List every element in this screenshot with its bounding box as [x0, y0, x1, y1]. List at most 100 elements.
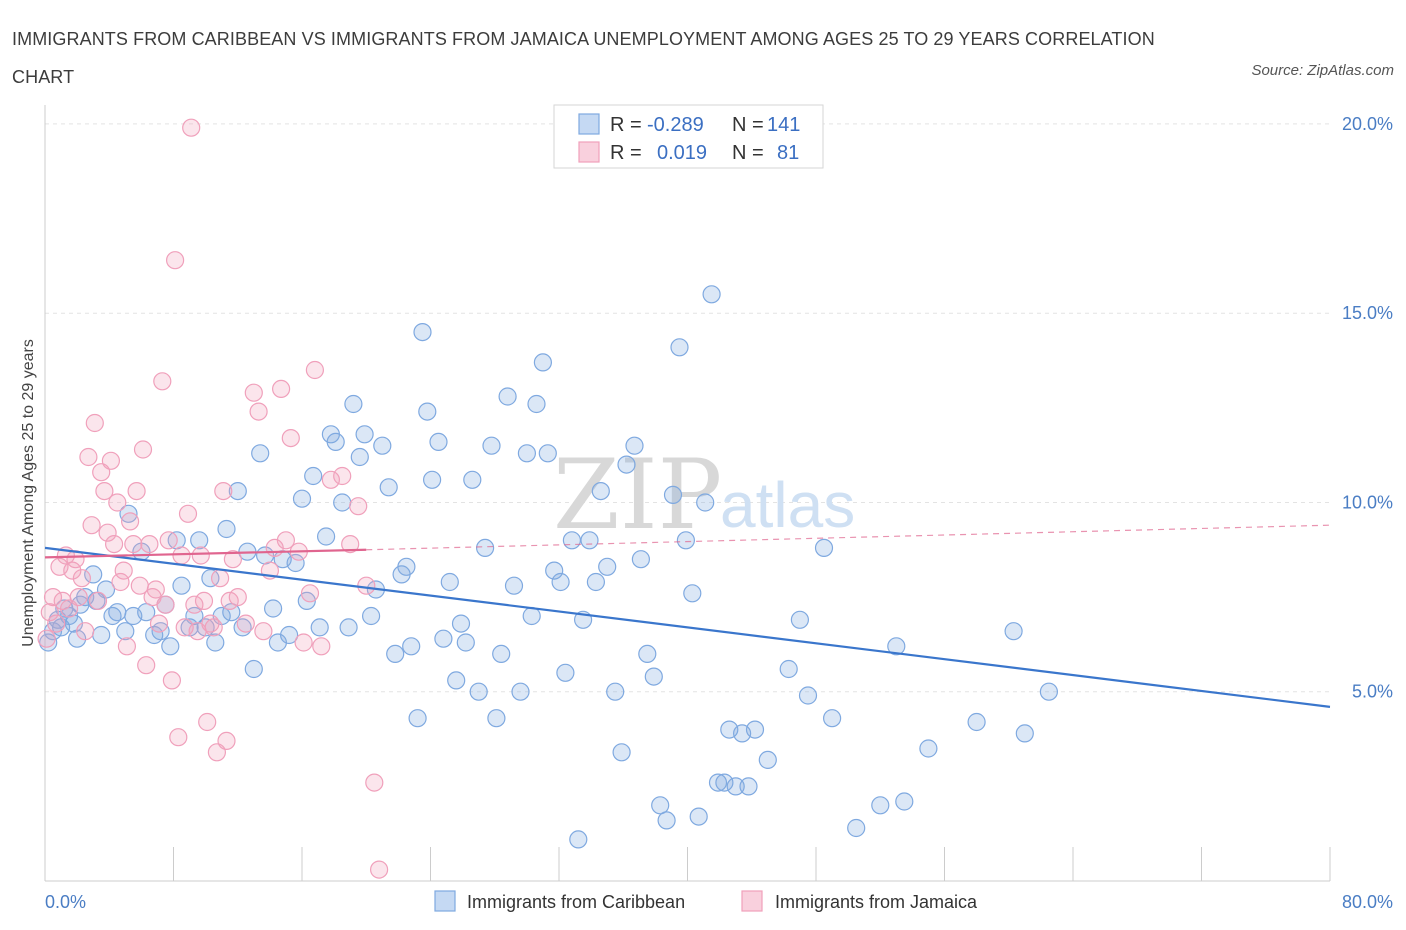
point-caribbean-105	[631, 550, 651, 569]
point-caribbean-22	[151, 622, 170, 641]
point-caribbean-135	[967, 712, 986, 732]
point-jamaica-56	[217, 731, 236, 751]
point-caribbean-69	[418, 402, 437, 421]
y-tick-label-3: 20.0%	[1342, 114, 1393, 134]
point-jamaica-70	[294, 633, 313, 652]
point-jamaica-1	[40, 603, 59, 622]
point-jamaica-16	[88, 591, 108, 611]
point-caribbean-24	[161, 637, 180, 656]
point-caribbean-50	[310, 618, 329, 637]
point-caribbean-75	[451, 614, 471, 633]
legend-swatch-jamaica	[741, 890, 763, 912]
point-caribbean-72	[434, 629, 453, 648]
point-caribbean-31	[201, 569, 220, 588]
point-caribbean-32	[206, 633, 225, 652]
point-caribbean-109	[657, 811, 676, 830]
point-caribbean-122	[739, 777, 758, 796]
point-caribbean-59	[362, 606, 381, 626]
point-caribbean-137	[1015, 724, 1034, 743]
point-caribbean-95	[569, 830, 588, 849]
point-caribbean-132	[887, 637, 906, 656]
point-jamaica-13	[79, 447, 98, 467]
point-caribbean-115	[696, 493, 715, 512]
point-jamaica-32	[140, 534, 159, 554]
point-jamaica-20	[101, 451, 121, 470]
stats-n-value-caribbean: 141	[767, 114, 800, 136]
point-caribbean-88	[527, 394, 546, 414]
point-caribbean-89	[533, 353, 553, 372]
point-jamaica-38	[159, 531, 178, 550]
point-caribbean-80	[482, 436, 501, 455]
stats-legend-swatch-caribbean	[578, 113, 600, 135]
point-caribbean-49	[304, 466, 323, 486]
point-jamaica-49	[194, 591, 214, 611]
trend-line-jamaica	[44, 548, 367, 559]
point-jamaica-28	[127, 482, 146, 501]
point-caribbean-56	[344, 394, 363, 414]
point-caribbean-54	[333, 493, 352, 512]
point-jamaica-21	[104, 534, 124, 554]
point-caribbean-131	[871, 796, 890, 815]
point-caribbean-106	[638, 644, 657, 664]
point-jamaica-30	[133, 440, 153, 459]
point-caribbean-101	[606, 682, 625, 701]
point-caribbean-90	[538, 444, 557, 463]
x-tick-label-max: 80.0%	[1342, 892, 1393, 912]
legend-label-jamaica: Immigrants from Jamaica	[775, 892, 978, 912]
point-caribbean-61	[373, 436, 392, 455]
point-caribbean-123	[745, 720, 765, 739]
point-caribbean-85	[511, 682, 530, 701]
point-caribbean-99	[591, 482, 610, 501]
point-caribbean-20	[137, 603, 156, 622]
point-caribbean-98	[586, 572, 606, 592]
point-caribbean-91	[545, 561, 564, 580]
point-caribbean-67	[408, 709, 427, 728]
point-jamaica-19	[98, 523, 117, 542]
point-caribbean-127	[798, 686, 818, 705]
watermark-zip: ZIP	[553, 439, 722, 551]
point-caribbean-86	[517, 444, 537, 463]
point-jamaica-41	[169, 728, 188, 747]
point-caribbean-53	[326, 432, 345, 451]
series-legend: Immigrants from Caribbean Immigrants fro…	[434, 890, 978, 912]
y-tick-label-1: 10.0%	[1342, 492, 1393, 512]
point-jamaica-75	[333, 466, 352, 486]
point-caribbean-87	[522, 606, 541, 626]
point-jamaica-42	[172, 546, 191, 565]
point-caribbean-16	[116, 622, 135, 641]
point-caribbean-128	[814, 538, 834, 558]
point-caribbean-17	[119, 504, 138, 523]
point-jamaica-78	[357, 576, 376, 595]
point-caribbean-73	[440, 572, 459, 592]
y-tick-label-0: 5.0%	[1352, 682, 1393, 702]
point-caribbean-65	[397, 557, 416, 576]
trend-lines	[44, 524, 1331, 708]
point-caribbean-77	[463, 470, 482, 489]
watermark-atlas: atlas	[720, 469, 855, 541]
point-jamaica-50	[198, 712, 217, 732]
chart-title: IMMIGRANTS FROM CARIBBEAN VS IMMIGRANTS …	[12, 29, 1155, 87]
point-jamaica-73	[312, 637, 331, 656]
point-caribbean-74	[447, 671, 466, 690]
point-jamaica-74	[321, 470, 340, 489]
point-jamaica-46	[185, 595, 204, 614]
point-caribbean-68	[413, 323, 432, 342]
point-caribbean-47	[292, 489, 312, 508]
point-caribbean-126	[790, 610, 810, 629]
point-caribbean-93	[556, 663, 575, 682]
watermark: ZIP atlas	[553, 439, 855, 551]
point-jamaica-31	[137, 656, 156, 675]
point-caribbean-71	[429, 432, 448, 451]
point-jamaica-3	[47, 614, 66, 633]
point-caribbean-114	[689, 807, 708, 826]
point-caribbean-116	[702, 285, 721, 304]
point-jamaica-39	[162, 671, 181, 690]
point-caribbean-66	[402, 637, 421, 656]
point-caribbean-40	[251, 444, 270, 463]
point-jamaica-58	[223, 550, 242, 569]
legend-swatch-caribbean	[434, 890, 456, 912]
point-jamaica-80	[370, 860, 389, 879]
point-jamaica-18	[95, 482, 114, 501]
stats-r-value-caribbean: -0.289	[647, 114, 704, 136]
